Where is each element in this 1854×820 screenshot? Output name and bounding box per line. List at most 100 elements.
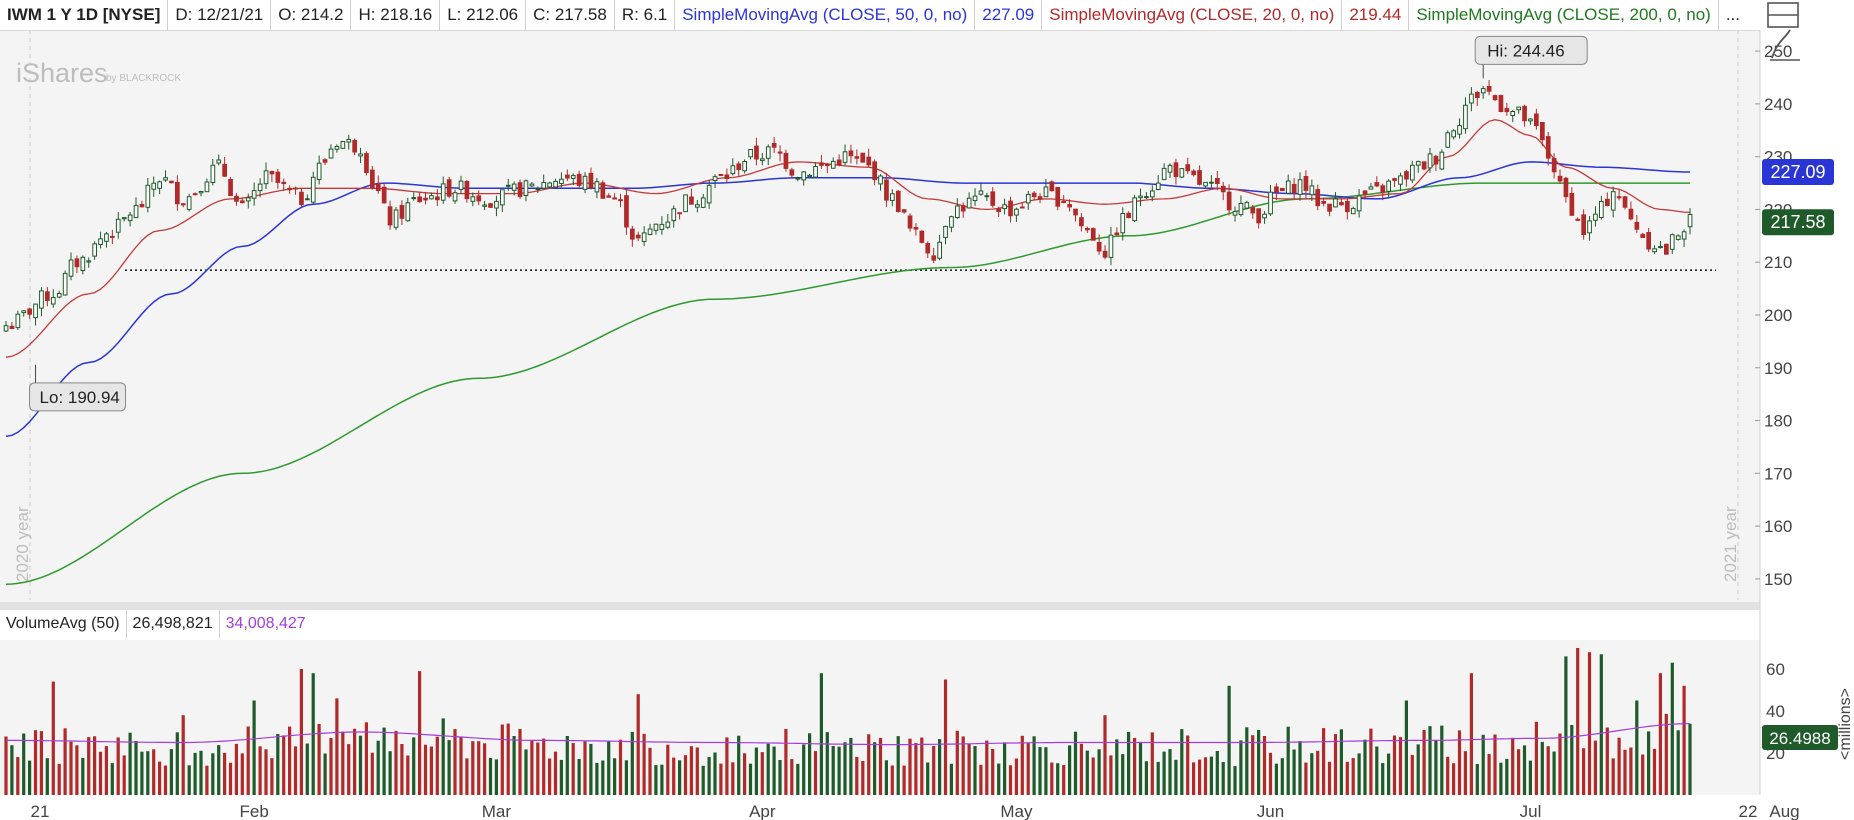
volume-bar (843, 742, 847, 795)
candle (854, 149, 860, 165)
candle (257, 178, 263, 198)
candle (1008, 196, 1013, 223)
volume-bar (1109, 755, 1113, 795)
candle (1226, 184, 1232, 216)
candle (180, 203, 186, 208)
volume-bar (22, 733, 26, 795)
candle (104, 231, 109, 248)
candle (86, 257, 92, 268)
candle (1315, 184, 1321, 211)
volume-bar (642, 733, 646, 795)
lo-annotation: Lo: 190.94 (29, 364, 127, 412)
volume-bar (252, 700, 256, 795)
volume-bar (772, 746, 776, 795)
candle (1445, 130, 1451, 149)
candle (895, 189, 901, 213)
volume-bar (264, 749, 268, 795)
volume-bar (754, 747, 758, 795)
candle (423, 191, 428, 205)
sma200-label[interactable]: SimpleMovingAvg (CLOSE, 200, 0, no) (1409, 0, 1719, 30)
candle (1090, 227, 1096, 241)
volume-bar (93, 736, 97, 795)
volume-bar (837, 746, 841, 795)
volume-bar (1203, 757, 1208, 795)
candle (1622, 195, 1628, 210)
candle (27, 307, 32, 319)
candle (712, 174, 718, 189)
volume-bar (1398, 737, 1403, 795)
price-tick-label: 170 (1764, 464, 1792, 483)
volume-bar (1209, 756, 1213, 795)
candle (1433, 154, 1439, 172)
candle (1303, 170, 1309, 199)
candle (949, 215, 954, 233)
hi-label: Hi: 244.46 (1487, 41, 1565, 60)
volume-bar (63, 728, 67, 795)
symbol-label[interactable]: IWM 1 Y 1D [NYSE] (0, 0, 169, 30)
volume-bar (187, 765, 191, 795)
candle (80, 255, 86, 275)
volume-bar (1381, 763, 1385, 795)
candle (777, 145, 783, 162)
volume-bar (1138, 742, 1143, 795)
price-plot-area[interactable] (0, 30, 1760, 602)
volume-bar (748, 763, 753, 795)
candle (1628, 201, 1634, 221)
volume-bar (370, 752, 374, 795)
candle (340, 141, 346, 149)
volume-bar (1493, 734, 1497, 795)
price-tick-label: 210 (1764, 253, 1792, 272)
volume-bar (418, 671, 422, 795)
candle (1085, 226, 1090, 233)
candle (1398, 172, 1403, 191)
volume-bar (707, 757, 711, 795)
candle (21, 310, 27, 317)
volume-bar (778, 760, 782, 795)
candle (1108, 226, 1114, 266)
candle (334, 144, 340, 153)
volume-bar (949, 763, 953, 795)
candle (641, 226, 647, 247)
volume-bar (565, 736, 569, 795)
volume-bar (1605, 727, 1609, 795)
candle (937, 234, 942, 261)
settings-toggle-icon[interactable] (1767, 2, 1799, 28)
candle (659, 216, 665, 235)
candle (352, 138, 357, 156)
candle (1605, 192, 1610, 207)
candle (115, 212, 121, 239)
candle (990, 187, 996, 208)
volume-bar (601, 760, 605, 795)
sma20-label[interactable]: SimpleMovingAvg (CLOSE, 20, 0, no) (1042, 0, 1343, 30)
candle (1333, 192, 1338, 208)
candle (1687, 208, 1693, 235)
candle (251, 182, 257, 206)
volume-bar (1121, 754, 1125, 795)
candle (1522, 104, 1527, 127)
candle (405, 197, 411, 222)
volume-bar (353, 728, 357, 795)
panel-separator[interactable] (0, 602, 1760, 610)
candle (275, 168, 281, 189)
volume-bar (1617, 737, 1621, 795)
chart-style-icon[interactable] (1770, 29, 1800, 61)
candle (1238, 195, 1244, 217)
volume-bar (1505, 758, 1509, 795)
more-studies[interactable]: ... (1725, 5, 1740, 24)
volume-bar (1558, 733, 1562, 795)
candle (742, 159, 747, 174)
candle (488, 202, 493, 209)
sma50-label[interactable]: SimpleMovingAvg (CLOSE, 50, 0, no) (675, 0, 976, 30)
candle (1150, 185, 1155, 202)
candle (1138, 188, 1143, 206)
candle (1640, 232, 1646, 238)
volume-bar (1268, 752, 1273, 795)
candle (984, 192, 990, 201)
sma20-line (5, 119, 1691, 358)
candle (1563, 176, 1569, 203)
candle (1037, 193, 1043, 204)
volume-bar (453, 729, 457, 795)
volume-bar (347, 744, 351, 795)
candle (1675, 234, 1681, 241)
volume-study-label[interactable]: VolumeAvg (50) (0, 610, 127, 638)
